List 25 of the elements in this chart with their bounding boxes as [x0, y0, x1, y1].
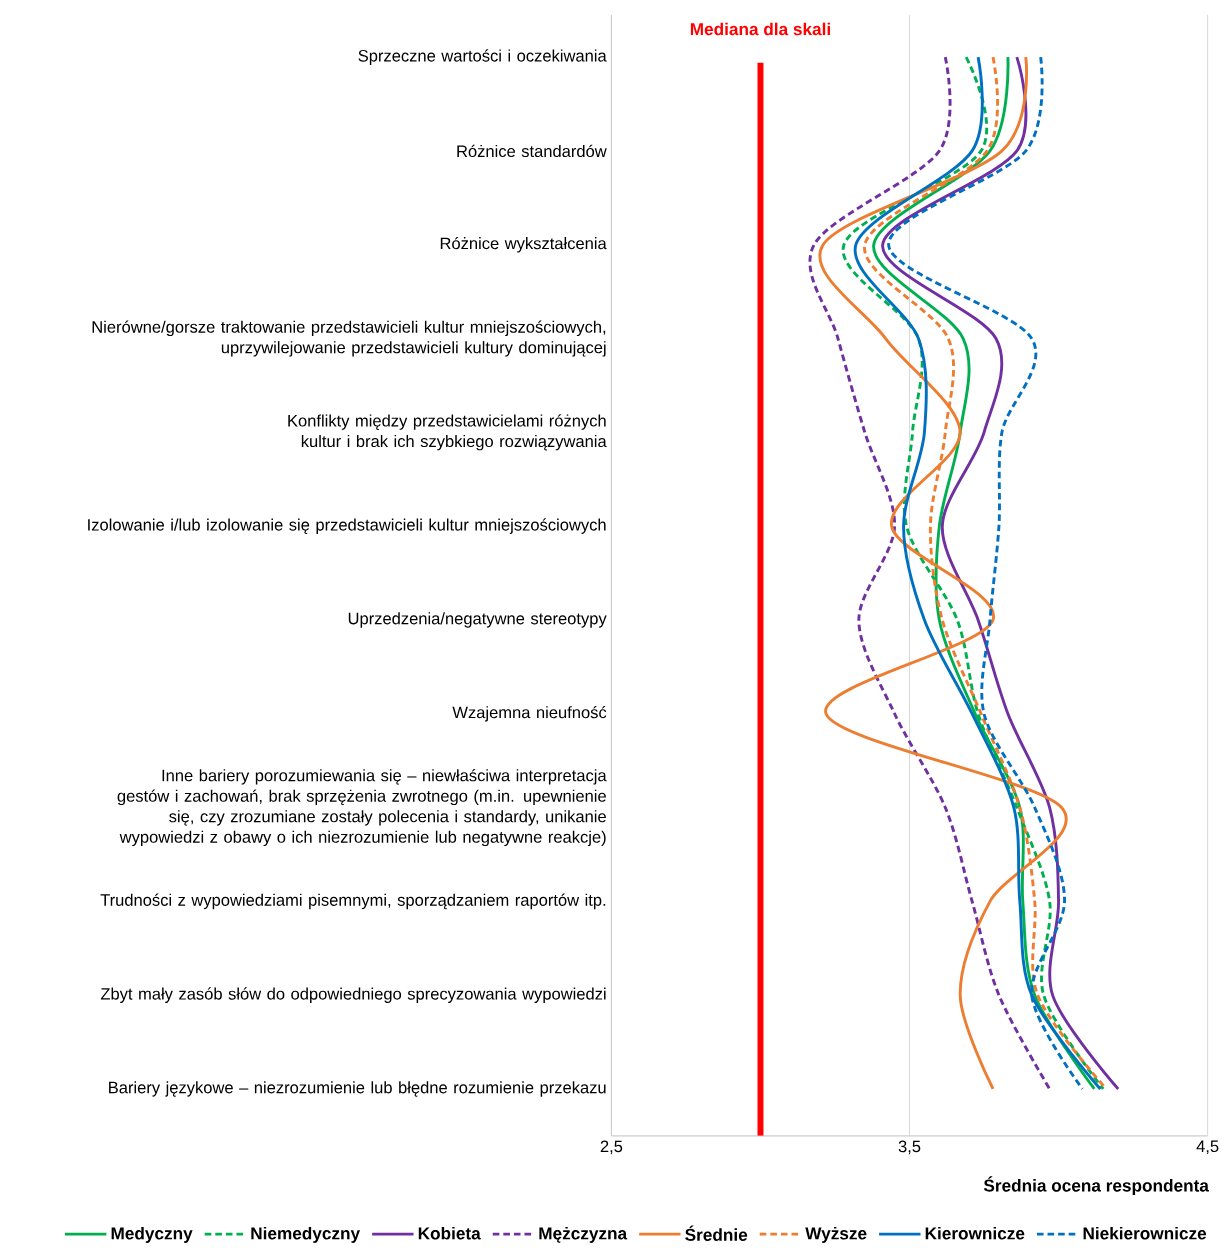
y-tick-label: Wzajemna nieufność: [452, 705, 607, 722]
ref-line-label: Mediana dla skali: [691, 22, 831, 36]
legend-label: Niemedyczny: [251, 1226, 361, 1243]
legend-label: Kobieta: [419, 1226, 482, 1240]
legend-label: Medyczny: [111, 1226, 193, 1243]
y-tick-label: Konflikty między przedstawicielami różnych kultur i brak ich szybkiego rozwiązywania: [288, 414, 607, 451]
y-tick-label: Sprzeczne wartości i oczekiwania: [358, 49, 607, 65]
y-tick-label: Bariery językowe – niezrozumienie lub błędne rozumienie przekazu: [109, 1081, 606, 1097]
y-tick-label: Inne bariery porozumiewania się – niewłaściwa interpretacja gestów i zachowań, brak sprzężenia zwrotnego (m.in. upewnienie się, czy zrozumiane zostały polecenia i standardy, unikanie wypowiedzi z obawy o ich niezrozumienie lub negatywne reakcje): [117, 768, 607, 847]
x-axis-title: Średnia ocena respondenta: [984, 1176, 1210, 1196]
legend-label: Wyższe: [805, 1226, 867, 1243]
y-tick-label: Trudności z wypowiedziami pisemnymi, sporządzaniem raportów itp.: [100, 893, 606, 910]
y-tick-label: Izolowanie i/lub izolowanie się przedstawicieli kultur mniejszościowych: [88, 518, 606, 534]
legend-label: Średnie: [685, 1225, 748, 1241]
legend-label: Niekierownicze: [1083, 1226, 1207, 1240]
x-tick-label: 2,5: [600, 1140, 623, 1155]
x-tick-label: 3,5: [898, 1140, 921, 1155]
legend-label: Mężczyzna: [539, 1226, 628, 1243]
legend-label: Kierownicze: [925, 1226, 1025, 1240]
y-tick-label: Uprzedzenia/negatywne stereotypy: [349, 612, 607, 628]
y-tick-label: Zbyt mały zasób słów do odpowiedniego sprecyzowania wypowiedzi: [101, 987, 606, 1003]
y-tick-label: Różnice standardów: [457, 144, 607, 158]
x-tick-label: 4,5: [1196, 1140, 1219, 1155]
y-tick-label: Różnice wykształcenia: [441, 236, 607, 253]
y-tick-label: Nierówne/gorsze traktowanie przedstawicieli kultur mniejszościowych, uprzywilejowanie przedstawicieli kultury dominującej: [92, 320, 606, 357]
